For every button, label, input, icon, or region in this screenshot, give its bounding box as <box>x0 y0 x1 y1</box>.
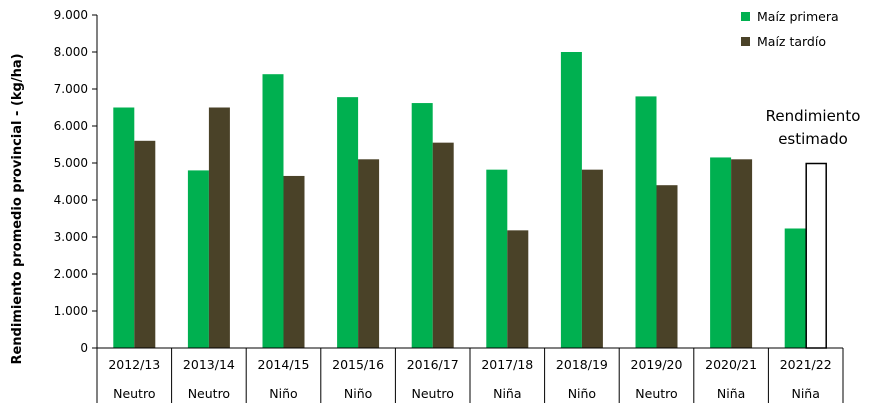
bar-maiz-primera <box>635 96 657 349</box>
annotation-line-1: Rendimiento <box>766 107 861 125</box>
bar-maiz-tardio-estimated <box>805 162 827 349</box>
legend-swatch <box>741 12 750 21</box>
y-axis: 0 1.000 2.000 3.000 4.000 5.000 6.000 7.000 8.00… <box>54 8 98 355</box>
y-tick-label: 0 <box>80 341 88 355</box>
x-tick-label: 2015/16 <box>332 357 384 372</box>
x-phase-label: Neutro <box>635 386 677 401</box>
x-phase-label: Neutro <box>113 386 155 401</box>
x-tick-label: 2013/14 <box>183 357 235 372</box>
y-tick-label: 5.000 <box>54 156 88 170</box>
x-phase-label: Niño <box>269 386 297 401</box>
x-tick-label: 2020/21 <box>705 357 757 372</box>
x-tick-label: 2018/19 <box>556 357 608 372</box>
legend-swatch <box>741 37 750 46</box>
bar-maiz-primera <box>411 103 433 348</box>
x-tick-label: 2021/22 <box>780 357 832 372</box>
x-phase-label: Niño <box>344 386 372 401</box>
y-axis-label: Rendimiento promedio provincial - (kg/ha… <box>10 53 25 364</box>
bar-maiz-tardio <box>358 159 380 348</box>
x-phase-label: Niña <box>493 386 521 401</box>
y-tick-label: 8.000 <box>54 45 88 59</box>
bar-maiz-tardio <box>656 185 678 348</box>
annotation-line-2: estimado <box>778 130 848 148</box>
y-tick-label: 1.000 <box>54 304 88 318</box>
x-tick-label: 2017/18 <box>481 357 533 372</box>
bar-maiz-tardio <box>134 140 156 348</box>
bar-maiz-primera <box>187 170 209 348</box>
y-tick-label: 7.000 <box>54 82 88 96</box>
bar-maiz-primera <box>486 169 508 348</box>
bar-maiz-tardio <box>581 169 603 348</box>
y-tick-label: 6.000 <box>54 119 88 133</box>
x-tick-label: 2016/17 <box>407 357 459 372</box>
bar-maiz-primera <box>262 74 284 348</box>
y-tick-label: 3.000 <box>54 230 88 244</box>
x-tick-label: 2012/13 <box>108 357 160 372</box>
legend: Maíz primera Maíz tardío <box>741 9 839 49</box>
x-tick-label: 2019/20 <box>631 357 683 372</box>
bar-group <box>113 52 827 349</box>
x-phase-label: Neutro <box>412 386 454 401</box>
bar-maiz-primera <box>337 97 359 348</box>
x-phase-label: Niño <box>568 386 596 401</box>
bar-maiz-tardio <box>731 159 753 348</box>
x-phase-label: Neutro <box>188 386 230 401</box>
bar-maiz-primera <box>784 228 806 348</box>
y-tick-label: 2.000 <box>54 267 88 281</box>
bar-maiz-primera <box>710 157 732 348</box>
bar-maiz-tardio <box>208 107 230 348</box>
legend-label: Maíz tardío <box>757 34 826 49</box>
x-phase-label: Niña <box>717 386 745 401</box>
y-tick-label: 4.000 <box>54 193 88 207</box>
x-tick-label: 2014/15 <box>258 357 310 372</box>
x-axis: 2012/13 Neutro 2013/14 Neutro 2014/15 Niño 201… <box>96 347 844 403</box>
legend-label: Maíz primera <box>757 9 839 24</box>
x-phase-label: Niña <box>791 386 819 401</box>
bar-maiz-primera <box>113 107 135 348</box>
bar-maiz-tardio <box>283 175 305 348</box>
y-tick-label: 9.000 <box>54 8 88 22</box>
bar-maiz-primera <box>560 52 582 348</box>
bar-maiz-tardio <box>507 230 529 348</box>
bar-maiz-tardio <box>432 142 454 348</box>
